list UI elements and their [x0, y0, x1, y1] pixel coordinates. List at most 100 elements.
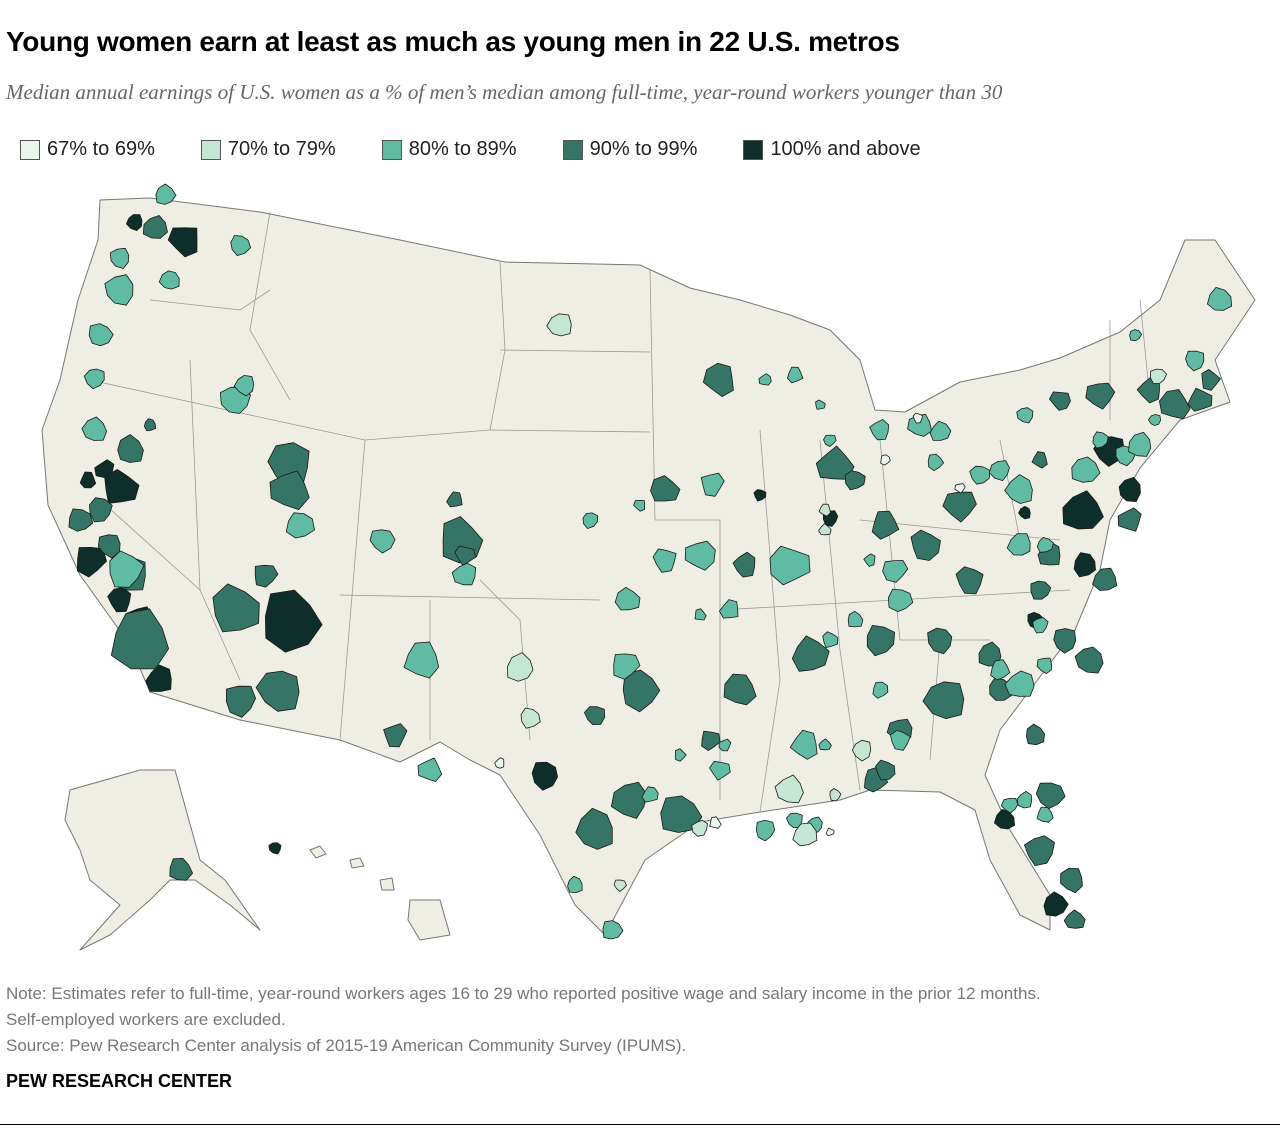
metro-area-80-89 — [1016, 791, 1032, 809]
metro-area-80-89 — [1036, 657, 1052, 674]
state-border — [249, 211, 291, 401]
metro-area-90-99 — [110, 608, 170, 670]
legend-label: 90% to 99% — [589, 138, 698, 160]
metro-area-90-99 — [1026, 723, 1045, 746]
metro-area-67-69 — [709, 816, 722, 829]
metro-area-90-99 — [844, 470, 866, 491]
metro-area-70-79 — [520, 707, 541, 729]
metro-area-90-99 — [1117, 507, 1142, 532]
metro-area-100-plus — [264, 589, 323, 653]
state-border — [364, 429, 651, 441]
metro-area-80-89 — [633, 499, 646, 512]
metro-area-80-89 — [709, 760, 731, 781]
metro-area-80-89 — [927, 453, 945, 472]
metro-area-80-89 — [718, 738, 732, 752]
metro-area-90-99 — [383, 723, 408, 748]
metro-area-80-89 — [1004, 670, 1035, 697]
metro-area-100-plus — [167, 227, 198, 258]
metro-area-90-99 — [1201, 369, 1221, 391]
metro-area-100-plus — [126, 214, 143, 232]
metro-area-70-79 — [774, 774, 804, 804]
bottom-rule — [0, 1124, 1280, 1125]
metro-areas — [68, 183, 1233, 940]
metro-area-80-89 — [451, 562, 477, 586]
metro-area-80-89 — [1032, 617, 1049, 634]
hawaii-island — [349, 857, 365, 869]
metro-area-90-99 — [866, 625, 895, 657]
metro-area-90-99 — [955, 566, 984, 595]
metro-area-80-89 — [1036, 537, 1054, 553]
metro-area-90-99 — [611, 781, 648, 819]
state-border — [339, 439, 366, 741]
metro-area-70-79 — [546, 313, 572, 337]
state-border — [649, 269, 656, 521]
metro-area-90-99 — [1031, 451, 1048, 469]
legend-item-90-99: 90% to 99% — [562, 138, 698, 161]
legend-item-100-plus: 100% and above — [743, 138, 921, 161]
metro-area-80-89 — [109, 550, 145, 588]
metro-area-90-99 — [910, 529, 941, 561]
metro-area-90-99 — [446, 491, 463, 508]
metro-area-80-89 — [109, 247, 130, 269]
state-border — [189, 359, 201, 591]
metro-area-80-89 — [230, 235, 252, 257]
metro-area-67-69 — [825, 827, 835, 837]
us-metro-map — [41, 183, 1256, 951]
metro-area-80-89 — [158, 270, 180, 290]
metro-area-80-89 — [1006, 533, 1031, 556]
metro-area-90-99 — [1063, 909, 1086, 929]
metro-area-80-89 — [863, 553, 876, 567]
state-border — [759, 429, 781, 813]
state-border — [655, 519, 721, 800]
metro-area-80-89 — [613, 653, 641, 680]
metro-area-80-89 — [694, 608, 707, 621]
metro-area-80-89 — [1207, 286, 1233, 311]
metro-area-80-89 — [88, 323, 114, 347]
metro-area-80-89 — [882, 560, 909, 583]
hawaii-island — [407, 899, 451, 941]
metro-area-90-99 — [1159, 389, 1191, 420]
metro-area-80-89 — [700, 472, 725, 497]
metro-area-80-89 — [1004, 474, 1033, 504]
metro-area-80-89 — [758, 373, 772, 386]
metro-area-90-99 — [89, 497, 113, 523]
metro-area-80-89 — [1129, 329, 1142, 342]
metro-area-80-89 — [786, 812, 803, 828]
footer-logo-text: PEW RESEARCH CENTER — [6, 1071, 233, 1091]
legend-swatch — [20, 139, 40, 160]
metro-area-90-99 — [922, 681, 965, 719]
metro-area-80-89 — [1016, 407, 1034, 424]
legend-item-67-69: 67% to 69% — [20, 138, 155, 161]
legend-swatch — [562, 139, 583, 160]
metro-area-80-89 — [641, 786, 659, 803]
metro-area-80-89 — [369, 529, 396, 554]
metro-area-80-89 — [847, 610, 864, 628]
legend: 67% to 69% 70% to 79% 80% to 89% 90% to … — [20, 138, 967, 161]
metro-area-80-89 — [417, 757, 443, 782]
note-text-2: Self-employed workers are excluded. — [6, 1010, 286, 1029]
metro-area-100-plus — [994, 809, 1015, 830]
legend-item-70-79: 70% to 79% — [200, 138, 336, 161]
land-layer — [41, 197, 1256, 951]
metro-area-70-79 — [792, 822, 818, 847]
metro-area-100-plus — [1043, 891, 1069, 917]
metro-area-90-99 — [871, 510, 900, 540]
metro-area-90-99 — [1074, 646, 1104, 674]
metro-area-90-99 — [942, 491, 977, 523]
metro-area-90-99 — [255, 670, 300, 712]
hawaii-island — [379, 877, 395, 891]
metro-area-90-99 — [1049, 391, 1071, 411]
metro-area-90-99 — [68, 508, 94, 532]
metro-area-80-89 — [614, 586, 641, 611]
notes: Note: Estimates refer to full-time, year… — [6, 981, 1041, 1059]
metro-area-90-99 — [1187, 387, 1213, 412]
metro-area-100-plus — [531, 761, 558, 791]
legend-label: 67% to 69% — [47, 138, 155, 160]
metro-area-80-89 — [887, 588, 914, 612]
metro-area-80-89 — [818, 738, 832, 751]
metro-area-90-99 — [584, 706, 606, 725]
metro-area-80-89 — [890, 729, 911, 751]
metro-area-100-plus — [79, 471, 97, 489]
metro-area-80-89 — [1128, 431, 1152, 457]
metro-area-80-89 — [789, 729, 818, 760]
